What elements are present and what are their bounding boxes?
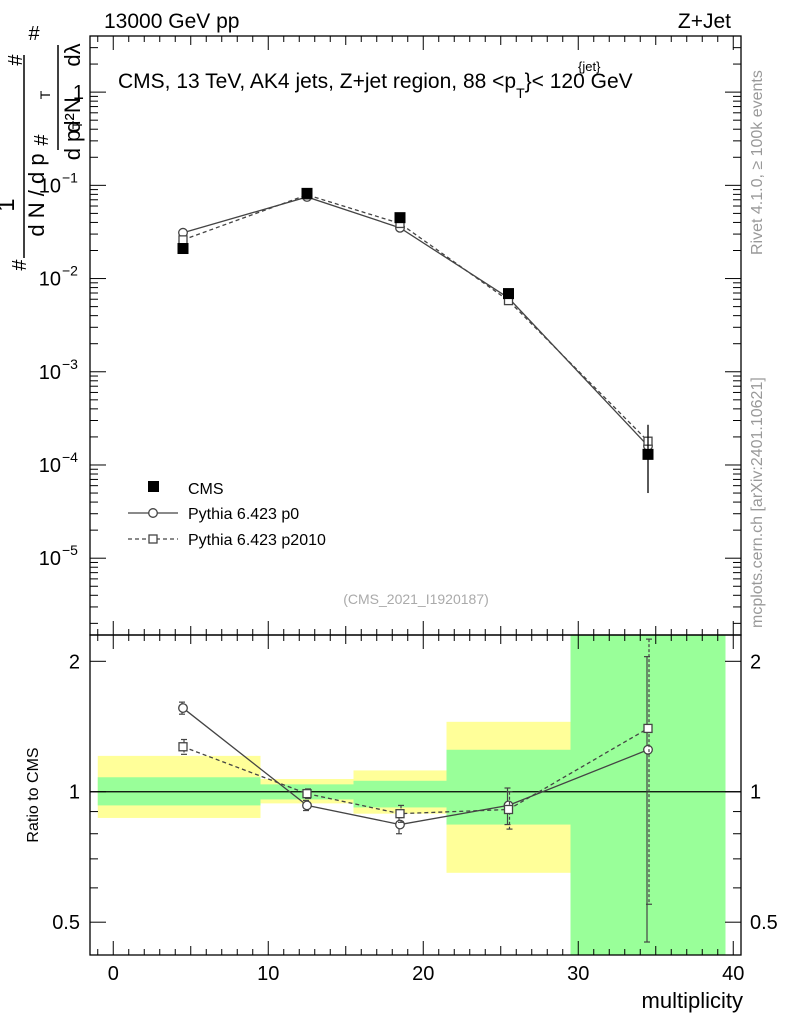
ylabel-sub-t-2: T: [69, 120, 85, 129]
ylabel-hash-2: #: [9, 259, 31, 271]
ratio-point-p0: [643, 744, 653, 755]
x-tick-label: 20: [412, 963, 434, 985]
ratio-point-p0: [395, 819, 405, 830]
ratio-y-tick-label-right: 1: [750, 782, 761, 804]
cms-point: [503, 288, 514, 300]
ratio-plot-marks: [178, 638, 653, 943]
y-tick-label: 1: [73, 82, 84, 104]
title-sub: T: [516, 85, 525, 101]
x-axis-label: multiplicity: [642, 988, 743, 1013]
ylabel-dlambda: dλ: [60, 43, 85, 66]
y-tick-exponent: −4: [62, 449, 78, 465]
y-tick-exponent: −3: [62, 356, 78, 372]
x-tick-label: 40: [722, 963, 744, 985]
ylabel-one: 1: [0, 198, 20, 211]
plot-title: CMS, 13 TeV, AK4 jets, Z+jet region, 88 …: [118, 70, 633, 101]
band-green: [353, 780, 447, 808]
ratio-frame: [89, 634, 742, 956]
main-plot-marks: [177, 187, 654, 494]
legend-label-p2010: Pythia 6.423 p2010: [188, 532, 326, 549]
y-tick-exponent: −2: [62, 263, 78, 279]
ylabel-den2: d p: [60, 130, 85, 161]
title-prefix: CMS, 13 TeV, AK4 jets, Z+jet region, 88 …: [118, 70, 516, 93]
ylabel-hash-3: #: [5, 54, 27, 66]
y-tick-label: 10: [39, 362, 61, 384]
y-tick-label: 10: [39, 175, 61, 197]
ratio-point-p0: [178, 703, 188, 714]
legend-marker-cms: [148, 481, 159, 492]
cms-point: [394, 212, 406, 224]
ratio-y-tick-label-left: 2: [69, 651, 80, 673]
y-tick-exponent: −1: [62, 169, 78, 185]
ratio-y-tick-label-right: 2: [750, 651, 761, 673]
ratio-point-p2010: [178, 742, 188, 752]
main-ylabel: # # 1 d N / d p T # d²N # d p T dλ: [0, 23, 85, 271]
ylabel-sub-t-1: T: [37, 90, 53, 99]
ratio-point-p0: [302, 800, 312, 811]
header-left: 13000 GeV pp: [104, 10, 239, 33]
cms-point: [177, 243, 189, 255]
ratio-ylabel: Ratio to CMS: [25, 747, 42, 842]
rivet-version-text: Rivet 4.1.0, ≥ 100k events: [749, 70, 766, 255]
ylabel-hash-1: #: [28, 23, 40, 45]
mcplots-text: mcplots.cern.ch [arXiv:2401.10621]: [749, 377, 766, 628]
main-point-p2010: [178, 235, 188, 245]
ylabel-den1: d N / d p: [24, 153, 49, 236]
analysis-id: (CMS_2021_I1920187): [343, 591, 489, 607]
title-suffix: }< 120 GeV: [525, 70, 633, 93]
ylabel-hash-4: #: [31, 134, 53, 146]
ratio-y-tick-label-left: 1: [69, 782, 80, 804]
legend: CMS Pythia 6.423 p0 Pythia 6.423 p2010: [128, 481, 326, 549]
band-green: [570, 635, 726, 955]
main-line-1: [182, 194, 649, 442]
cms-point: [642, 448, 654, 460]
ratio-point-p2010: [643, 723, 653, 734]
y-tick-exponent: −5: [62, 542, 78, 558]
legend-label-cms: CMS: [188, 481, 224, 498]
y-tick-label: 10: [39, 269, 61, 291]
title-sup: {jet}: [578, 59, 601, 74]
x-tick-label: 30: [567, 963, 589, 985]
legend-marker-p2010: [148, 534, 158, 544]
cms-point: [301, 187, 313, 199]
y-tick-label: 10: [39, 455, 61, 477]
ratio-bands: [90, 635, 741, 955]
x-tick-label: 0: [108, 963, 119, 985]
header-right: Z+Jet: [678, 10, 731, 33]
ratio-y-tick-label-right: 0.5: [750, 912, 778, 934]
ratio-y-tick-label-left: 0.5: [52, 912, 80, 934]
ylabel-num2: d²N: [60, 97, 85, 132]
legend-marker-p0: [148, 508, 158, 518]
ratio-point-p2010: [302, 788, 312, 799]
x-tick-label: 10: [257, 963, 279, 985]
y-tick-label: 10: [39, 548, 61, 570]
ratio-point-p2010: [503, 804, 514, 815]
ratio-point-p2010: [395, 809, 405, 819]
legend-label-p0: Pythia 6.423 p0: [188, 506, 299, 523]
